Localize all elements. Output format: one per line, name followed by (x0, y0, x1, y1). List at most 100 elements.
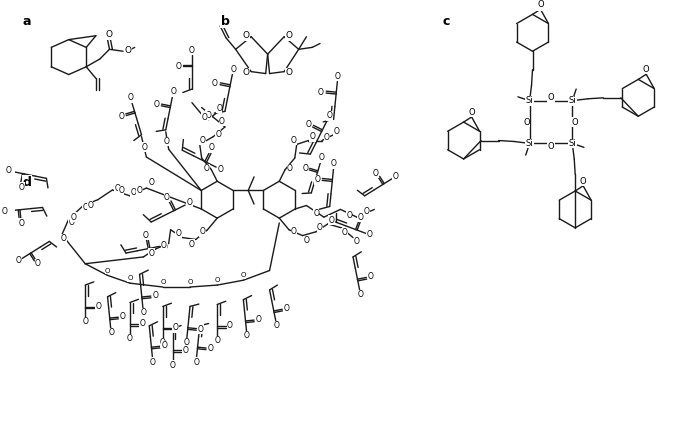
Text: O: O (71, 213, 76, 222)
Text: O: O (216, 104, 222, 113)
Text: O: O (35, 259, 41, 268)
Text: O: O (82, 317, 88, 326)
Text: O: O (302, 164, 308, 173)
Text: O: O (120, 312, 125, 321)
Text: O: O (572, 118, 579, 127)
Text: O: O (141, 308, 146, 318)
Text: O: O (106, 30, 113, 39)
Text: O: O (326, 111, 333, 120)
Text: O: O (309, 132, 315, 141)
Text: O: O (368, 272, 374, 281)
Text: O: O (227, 321, 233, 330)
Text: O: O (162, 243, 168, 252)
Text: O: O (187, 279, 193, 285)
Text: O: O (367, 230, 373, 239)
Text: O: O (140, 320, 146, 328)
Text: O: O (141, 143, 148, 152)
Text: O: O (184, 338, 189, 347)
Text: O: O (358, 290, 364, 299)
Text: O: O (537, 0, 544, 9)
Text: d: d (22, 176, 31, 189)
Text: O: O (200, 227, 206, 236)
Text: O: O (150, 358, 156, 367)
Text: Si: Si (568, 96, 576, 105)
Text: O: O (214, 337, 220, 346)
Text: O: O (230, 65, 236, 74)
Text: O: O (61, 234, 67, 243)
Text: O: O (342, 228, 347, 237)
Text: O: O (274, 321, 280, 330)
Text: O: O (161, 341, 167, 350)
Text: Si: Si (526, 139, 534, 148)
Text: O: O (219, 117, 225, 126)
Text: O: O (186, 198, 193, 207)
Text: O: O (19, 183, 24, 192)
Text: O: O (108, 328, 114, 337)
Text: O: O (212, 79, 218, 88)
Text: O: O (643, 65, 649, 74)
Text: O: O (204, 164, 209, 173)
Text: O: O (148, 178, 154, 187)
Text: O: O (125, 46, 132, 55)
Text: O: O (243, 31, 249, 40)
Text: O: O (170, 361, 175, 370)
Text: O: O (215, 277, 220, 283)
Text: O: O (286, 68, 292, 77)
Text: O: O (175, 229, 182, 238)
Text: O: O (69, 217, 75, 226)
Text: O: O (468, 108, 475, 117)
Text: O: O (291, 136, 297, 145)
Text: O: O (314, 175, 320, 184)
Text: O: O (189, 46, 195, 55)
Text: a: a (22, 15, 30, 28)
Text: O: O (202, 113, 207, 122)
Text: O: O (256, 315, 261, 324)
Text: O: O (1, 207, 7, 216)
Text: O: O (523, 118, 530, 127)
Text: O: O (319, 153, 325, 162)
Text: O: O (206, 111, 211, 120)
Text: O: O (580, 177, 586, 185)
Text: O: O (216, 130, 221, 139)
Text: O: O (152, 291, 158, 300)
Text: O: O (305, 120, 311, 129)
Text: O: O (127, 334, 133, 343)
Text: O: O (313, 209, 319, 218)
Text: O: O (119, 187, 124, 195)
Text: O: O (137, 187, 143, 195)
Text: Si: Si (568, 139, 576, 148)
Text: O: O (304, 236, 309, 245)
Text: O: O (128, 275, 132, 281)
Text: O: O (324, 133, 330, 142)
Text: O: O (200, 136, 206, 145)
Text: O: O (114, 184, 120, 193)
Text: O: O (170, 88, 176, 96)
Text: O: O (291, 227, 297, 236)
Text: O: O (243, 68, 249, 77)
Text: O: O (161, 241, 167, 250)
Text: O: O (160, 279, 166, 285)
Text: O: O (286, 31, 292, 40)
Text: O: O (95, 302, 101, 311)
Text: O: O (128, 93, 133, 102)
Text: O: O (218, 165, 224, 174)
Text: O: O (119, 112, 125, 121)
Text: O: O (287, 164, 293, 173)
Text: O: O (15, 256, 21, 265)
Text: O: O (19, 219, 24, 228)
Text: O: O (164, 137, 170, 146)
Text: O: O (354, 237, 360, 246)
Text: O: O (318, 88, 324, 97)
Text: O: O (317, 223, 323, 232)
Text: O: O (173, 324, 179, 332)
Text: O: O (198, 324, 204, 334)
Text: O: O (328, 216, 335, 225)
Text: O: O (393, 172, 398, 181)
Text: O: O (189, 240, 195, 249)
Text: O: O (6, 166, 12, 175)
Text: O: O (143, 231, 148, 240)
Text: b: b (221, 15, 230, 28)
Text: O: O (207, 344, 213, 353)
Text: O: O (333, 127, 340, 136)
Text: O: O (148, 248, 154, 257)
